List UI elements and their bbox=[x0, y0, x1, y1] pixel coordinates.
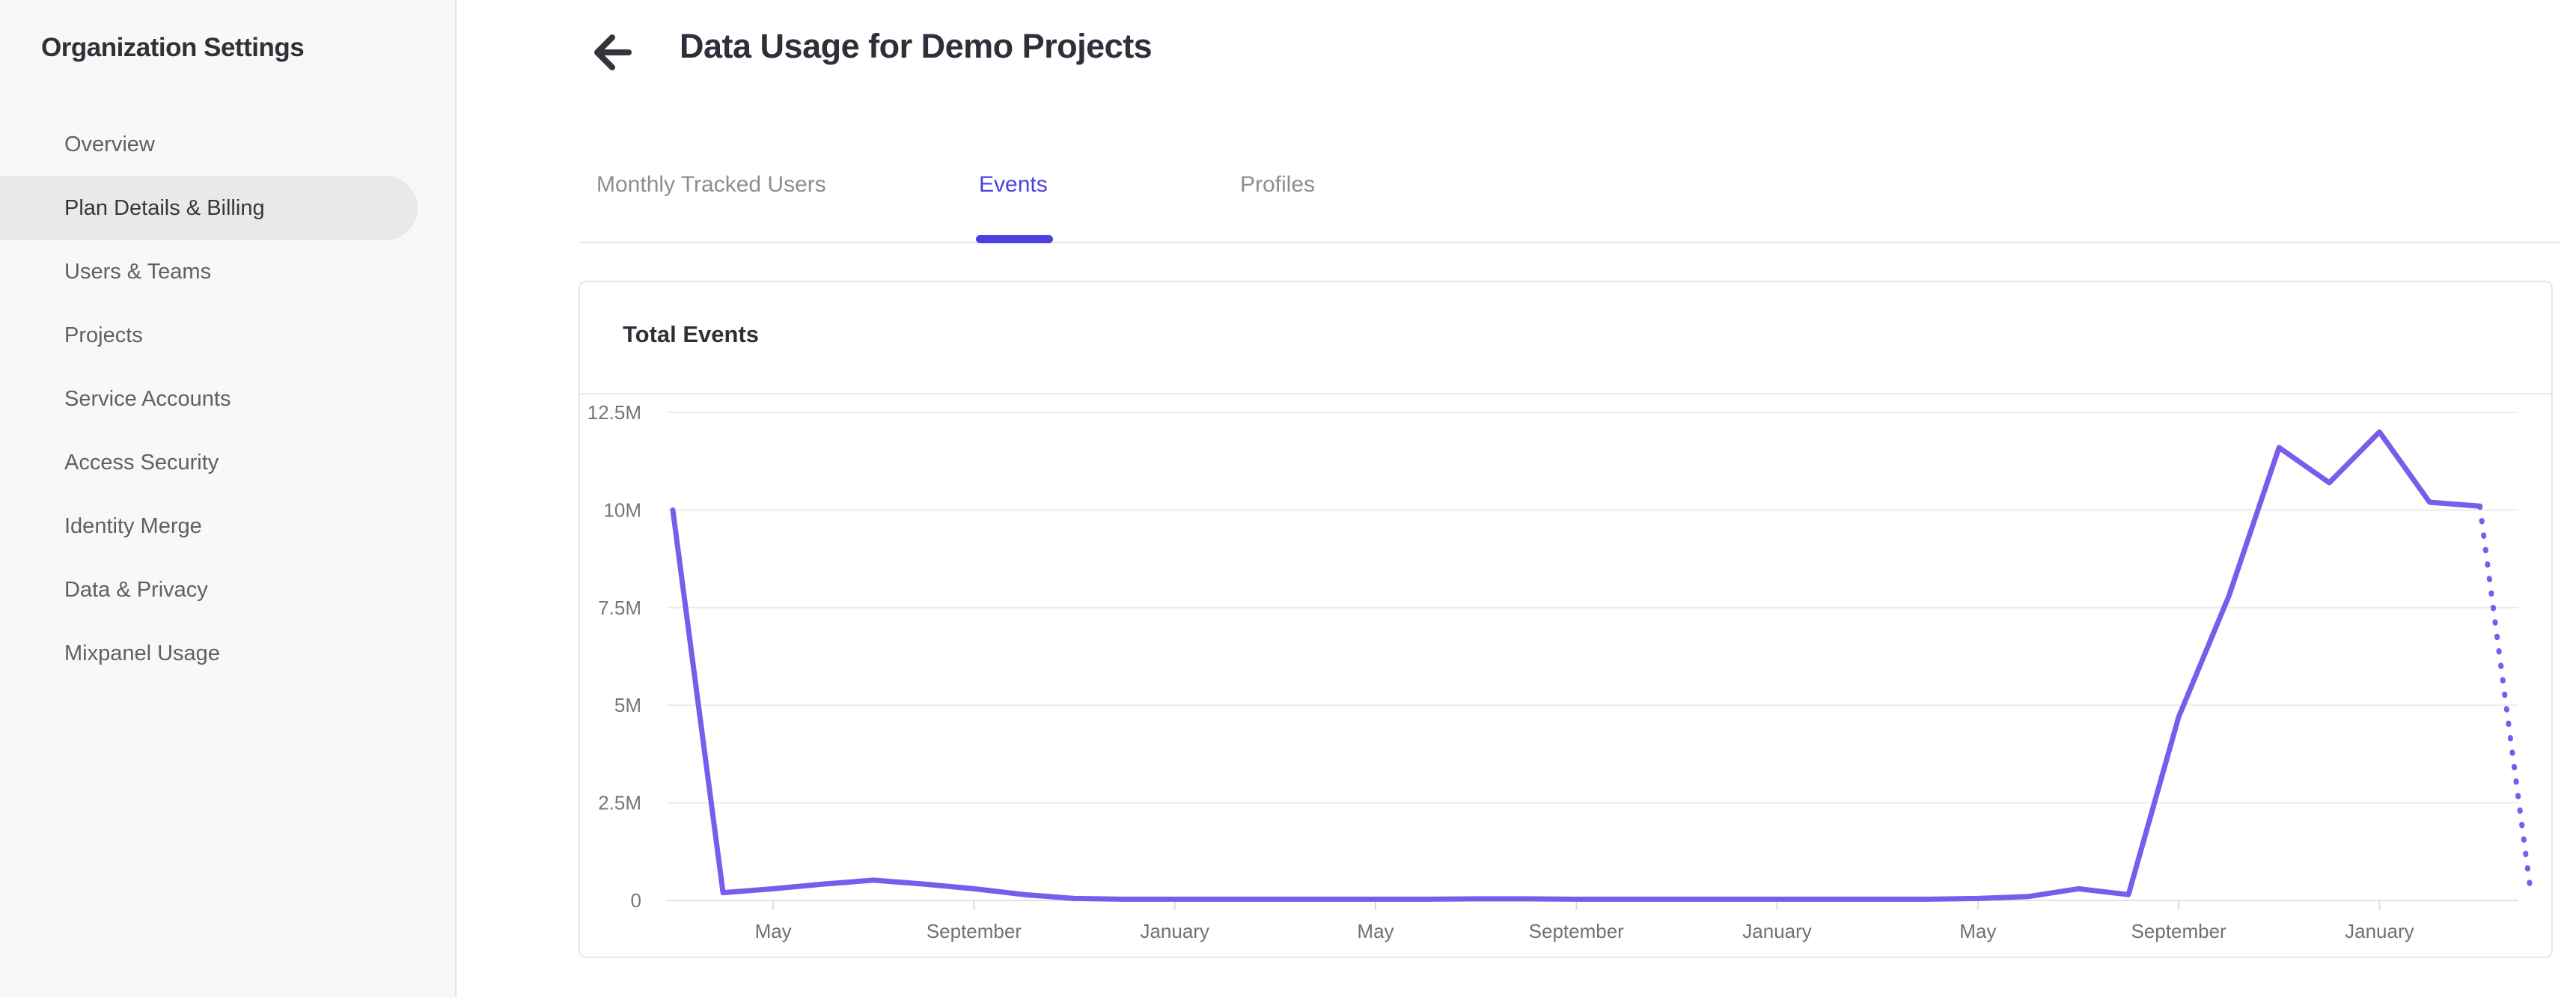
y-axis-label: 7.5M bbox=[598, 597, 641, 619]
x-axis-label: January bbox=[1742, 920, 1812, 942]
tab-events[interactable]: Events bbox=[979, 172, 1048, 197]
sidebar-item-identity-merge[interactable]: Identity Merge bbox=[64, 514, 202, 538]
x-axis-label: September bbox=[927, 920, 1022, 942]
x-axis-label: January bbox=[1140, 920, 1209, 942]
sidebar-title: Organization Settings bbox=[41, 33, 305, 62]
y-axis-label: 10M bbox=[603, 498, 641, 521]
x-axis-label: May bbox=[1959, 920, 1996, 942]
tab-monthly-tracked-users[interactable]: Monthly Tracked Users bbox=[596, 172, 826, 197]
sidebar: Organization Settings Overview Plan Deta… bbox=[0, 0, 457, 997]
y-axis-label: 5M bbox=[614, 694, 641, 716]
x-axis-label: September bbox=[2131, 920, 2227, 942]
chart-title: Total Events bbox=[623, 321, 760, 347]
sidebar-item-access-security[interactable]: Access Security bbox=[64, 451, 219, 475]
x-axis-label: May bbox=[1357, 920, 1394, 942]
sidebar-item-plan-details-billing[interactable]: Plan Details & Billing bbox=[0, 176, 418, 240]
tabs-bar: Monthly Tracked Users Events Profiles bbox=[579, 161, 2560, 245]
sidebar-item-users-teams[interactable]: Users & Teams bbox=[64, 260, 212, 284]
x-axis-label: January bbox=[2345, 920, 2414, 942]
active-tab-indicator bbox=[976, 235, 1053, 243]
left-arrow-icon bbox=[582, 34, 639, 82]
y-axis-label: 0 bbox=[631, 889, 641, 912]
events-line bbox=[670, 429, 2482, 902]
sidebar-item-projects[interactable]: Projects bbox=[64, 323, 143, 347]
total-events-chart[interactable]: 0 2.5M 5M 7.5M 10M 12.5M May September January Ma… bbox=[580, 394, 2551, 957]
tab-profiles[interactable]: Profiles bbox=[1240, 172, 1316, 197]
card-header-divider bbox=[580, 393, 2551, 394]
page-title: Data Usage for Demo Projects bbox=[680, 27, 1153, 65]
sidebar-item-data-privacy[interactable]: Data & Privacy bbox=[64, 578, 208, 602]
y-axis-label: 2.5M bbox=[598, 792, 641, 814]
events-line-projected bbox=[2477, 503, 2533, 890]
x-axis-label: May bbox=[755, 920, 792, 942]
tabs-divider bbox=[579, 242, 2560, 243]
sidebar-item-mixpanel-usage[interactable]: Mixpanel Usage bbox=[64, 641, 220, 665]
sidebar-item-overview[interactable]: Overview bbox=[64, 132, 155, 156]
total-events-card: Total Events 0 2.5M 5M 7.5M 10M 12.5M May Septe… bbox=[579, 281, 2553, 958]
sidebar-item-service-accounts[interactable]: Service Accounts bbox=[64, 387, 231, 411]
x-axis-label: September bbox=[1529, 920, 1625, 942]
back-button[interactable] bbox=[582, 25, 639, 79]
y-axis-label: 12.5M bbox=[587, 401, 641, 424]
